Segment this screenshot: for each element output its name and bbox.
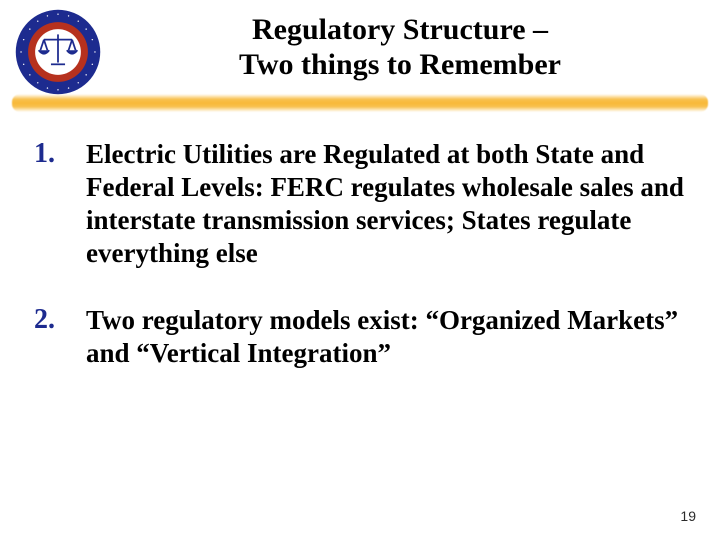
title-line-2: Two things to Remember [120,47,680,82]
item-number: 1. [30,138,86,170]
naruc-logo [14,8,102,96]
title-line-1: Regulatory Structure – [120,12,680,47]
body-list: 1. Electric Utilities are Regulated at b… [30,138,690,404]
item-number: 2. [30,304,86,336]
item-text: Electric Utilities are Regulated at both… [86,138,690,270]
slide-title: Regulatory Structure – Two things to Rem… [120,12,680,83]
slide: Regulatory Structure – Two things to Rem… [0,0,720,540]
item-text: Two regulatory models exist: “Organized … [86,304,690,370]
list-item: 1. Electric Utilities are Regulated at b… [30,138,690,270]
page-number: 19 [680,508,696,524]
list-item: 2. Two regulatory models exist: “Organiz… [30,304,690,370]
title-underline [12,94,708,112]
